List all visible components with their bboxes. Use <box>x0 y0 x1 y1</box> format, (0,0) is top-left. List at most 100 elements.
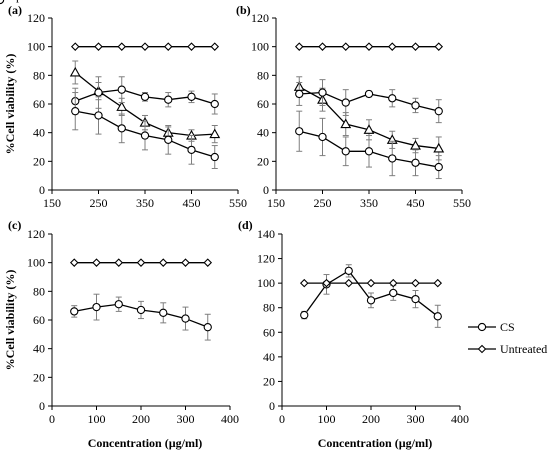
data-point <box>411 294 420 304</box>
series-pne <box>295 110 443 180</box>
y-tick-label: 40 <box>257 126 269 140</box>
data-point <box>69 258 79 267</box>
x-tick-label: 300 <box>177 412 195 426</box>
legend-item: Untreated <box>468 342 547 356</box>
x-tick-label: 0 <box>49 412 55 426</box>
data-point <box>94 42 103 51</box>
x-tick-label: 150 <box>43 196 61 210</box>
data-point <box>136 258 146 267</box>
x-tick-label: 400 <box>221 412 239 426</box>
data-point <box>433 278 443 288</box>
x-tick-label: 150 <box>267 196 285 210</box>
series-untreated <box>69 258 213 267</box>
data-point <box>410 139 421 150</box>
y-tick-label: 100 <box>27 40 45 54</box>
y-tick-label: 120 <box>27 227 45 241</box>
data-point <box>203 258 213 267</box>
data-point <box>136 305 146 315</box>
data-point <box>295 89 304 99</box>
series-ne <box>295 79 443 124</box>
data-point <box>159 308 168 317</box>
panel-label: (c) <box>8 218 21 232</box>
x-axis-label: Concentration (µg/ml) <box>318 436 433 450</box>
legend-marker <box>477 344 487 354</box>
x-tick-label: 250 <box>314 196 332 210</box>
y-tick-label: 40 <box>33 126 45 140</box>
y-tick-label: 60 <box>263 325 275 339</box>
data-point <box>140 131 150 140</box>
data-point <box>434 107 443 116</box>
data-point <box>300 310 309 320</box>
legend: IbuprofenNEPNEUntreated <box>0 0 47 5</box>
x-tick-label: 350 <box>360 196 378 210</box>
legend-item: Ibuprofen <box>0 0 47 3</box>
y-tick-label: 20 <box>33 154 45 168</box>
data-point <box>164 135 173 144</box>
panel-a: (a) 0 20 40 60 80 100 120 150 250 350 450 550 %Cell v… <box>3 3 247 210</box>
data-point <box>318 88 327 97</box>
data-point <box>299 278 309 288</box>
data-point <box>181 314 190 323</box>
data-point <box>434 162 443 172</box>
data-point <box>140 42 150 51</box>
data-point <box>388 94 397 103</box>
data-point <box>341 98 350 107</box>
y-tick-label: 140 <box>257 227 275 241</box>
data-point <box>318 42 327 51</box>
data-point <box>344 266 353 276</box>
data-point <box>363 124 375 134</box>
data-point <box>117 42 127 51</box>
y-tick-label: 120 <box>251 11 269 25</box>
x-tick-label: 450 <box>407 196 425 210</box>
legend-marker <box>477 322 487 332</box>
data-point <box>364 147 374 156</box>
data-point <box>69 66 81 77</box>
legend-item: PNE <box>0 0 23 5</box>
y-tick-label: 20 <box>33 370 45 384</box>
series-untreated <box>70 42 220 51</box>
y-tick-label: 100 <box>257 276 275 290</box>
data-point <box>294 42 304 51</box>
legend-label: Ibuprofen <box>0 0 47 3</box>
data-point <box>322 278 331 288</box>
series-untreated <box>294 42 444 51</box>
y-tick-label: 0 <box>39 183 45 197</box>
series-ne <box>71 76 219 115</box>
series-cs <box>70 293 212 341</box>
data-point <box>92 258 101 267</box>
panel-label: (a) <box>8 3 22 17</box>
data-point <box>187 145 196 155</box>
y-axis-label: %Cell viability (%) <box>3 270 17 371</box>
data-point <box>70 42 80 51</box>
x-tick-label: 450 <box>183 196 201 210</box>
y-tick-label: 60 <box>257 97 269 111</box>
y-tick-label: 120 <box>27 11 45 25</box>
data-point <box>366 296 376 305</box>
data-point <box>318 132 327 142</box>
data-point <box>210 99 219 109</box>
x-tick-label: 550 <box>229 196 247 210</box>
data-point <box>210 152 219 162</box>
data-point <box>114 258 124 267</box>
legend-label: Untreated <box>500 342 547 356</box>
data-point <box>163 42 173 51</box>
x-tick-label: 400 <box>451 412 469 426</box>
data-point <box>364 89 374 99</box>
data-point <box>366 278 376 288</box>
data-point <box>117 124 126 133</box>
data-point <box>209 128 221 139</box>
x-tick-label: 100 <box>88 412 106 426</box>
y-tick-label: 20 <box>257 154 269 168</box>
series-pne <box>71 92 219 169</box>
data-point <box>71 107 80 116</box>
data-point <box>388 154 397 163</box>
y-axis-label: %Cell viability (%) <box>3 54 17 155</box>
data-point <box>70 307 79 316</box>
legend-label: PNE <box>0 0 23 3</box>
x-tick-label: 250 <box>90 196 108 210</box>
data-point <box>92 302 101 312</box>
data-point <box>389 288 398 298</box>
y-tick-label: 80 <box>257 68 269 82</box>
data-point <box>94 88 103 97</box>
